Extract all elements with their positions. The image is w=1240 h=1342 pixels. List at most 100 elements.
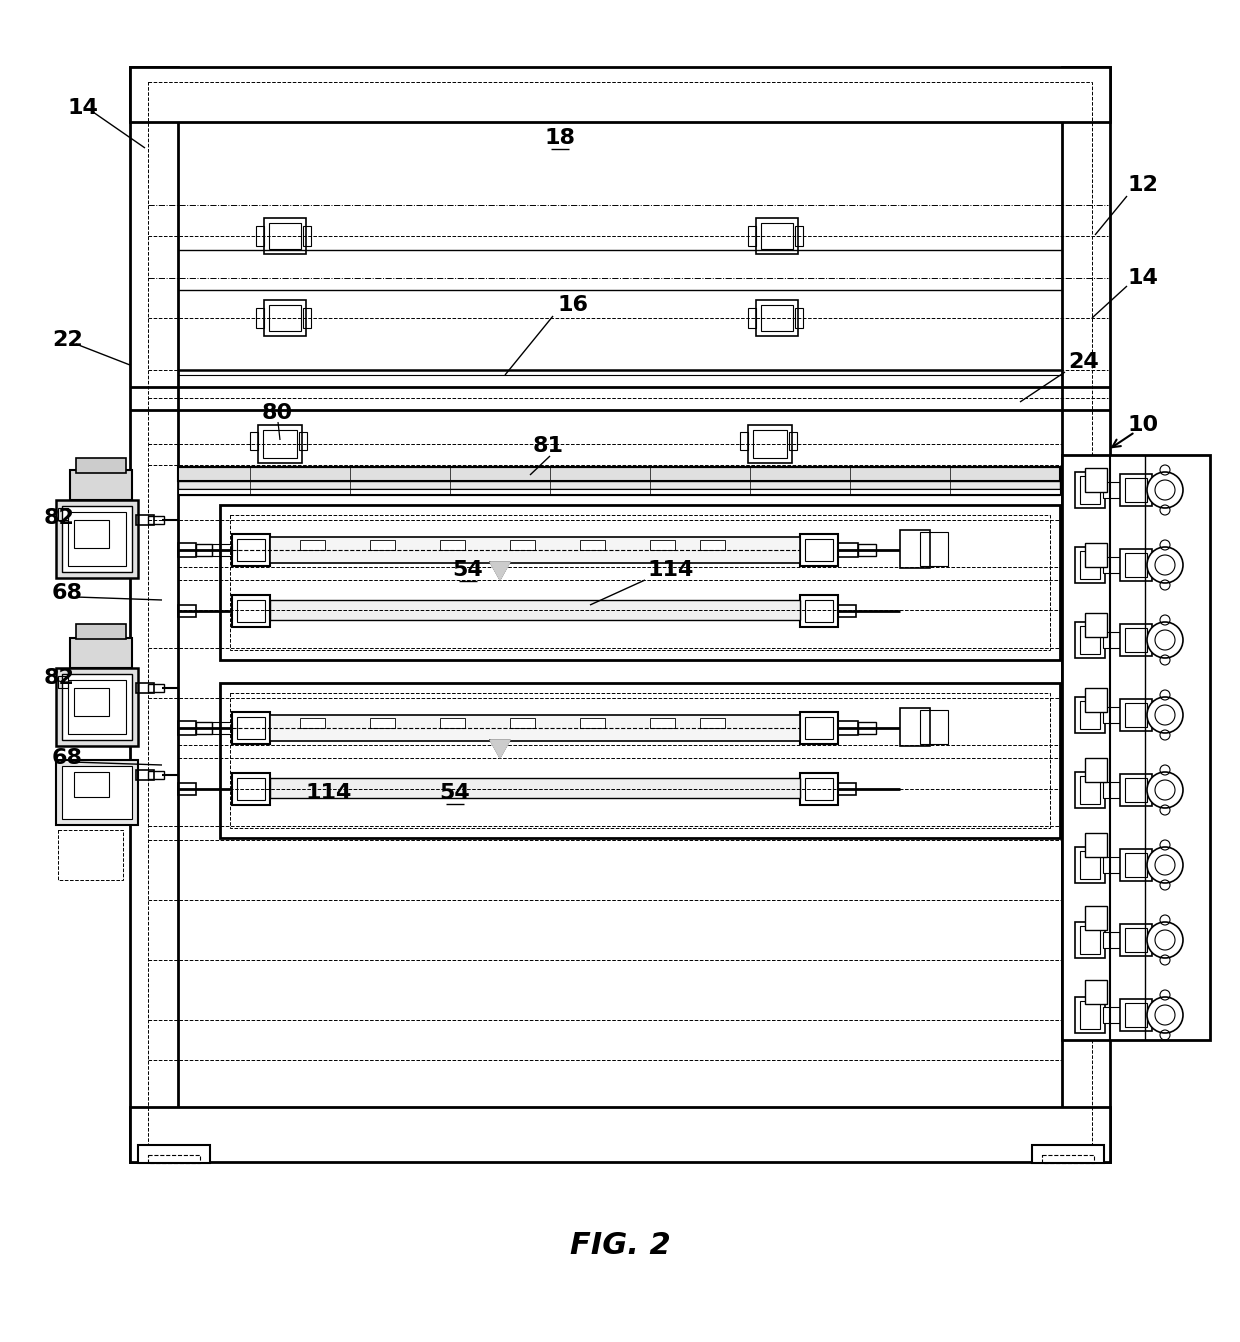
Text: 81: 81 (532, 436, 563, 456)
Bar (74, 772, 109, 797)
Bar (858, 722, 875, 734)
Bar (761, 305, 794, 331)
Circle shape (1147, 772, 1183, 808)
Bar (650, 539, 675, 550)
Bar (196, 544, 212, 556)
Bar (264, 301, 306, 336)
Bar (148, 772, 164, 778)
Polygon shape (490, 739, 510, 758)
Bar (1120, 474, 1152, 506)
Bar (303, 225, 311, 246)
Bar (748, 425, 792, 463)
Text: 10: 10 (1128, 415, 1159, 435)
Text: 12: 12 (1128, 174, 1159, 195)
Bar (131, 67, 1107, 1162)
Bar (269, 223, 301, 250)
Bar (1085, 833, 1107, 858)
Bar (1042, 1155, 1094, 1164)
Text: 68: 68 (52, 747, 83, 768)
Bar (1104, 1006, 1121, 1023)
Bar (920, 710, 949, 743)
Bar (56, 501, 138, 578)
Bar (1075, 997, 1105, 1033)
Bar (756, 217, 799, 254)
Bar (510, 539, 534, 550)
Bar (76, 458, 126, 472)
Bar (1080, 552, 1100, 578)
Bar (130, 67, 179, 1162)
Bar (237, 600, 265, 621)
Circle shape (1147, 548, 1183, 582)
Text: 22: 22 (52, 330, 83, 350)
Bar (232, 595, 270, 627)
Bar (789, 432, 797, 450)
Bar (270, 778, 800, 798)
Bar (136, 683, 154, 692)
Bar (701, 539, 725, 550)
Bar (756, 301, 799, 336)
Bar (56, 668, 138, 746)
Text: 14: 14 (1128, 268, 1159, 289)
Text: 114: 114 (649, 560, 694, 580)
Bar (701, 718, 725, 727)
Bar (148, 517, 164, 523)
Bar (250, 432, 258, 450)
Bar (1085, 544, 1107, 568)
Bar (68, 513, 126, 566)
Bar (1125, 478, 1147, 502)
Circle shape (1147, 922, 1183, 958)
Bar (179, 721, 196, 735)
Text: 14: 14 (68, 98, 99, 118)
Bar (1125, 628, 1147, 652)
Text: FIG. 2: FIG. 2 (569, 1231, 671, 1260)
Bar (838, 544, 858, 557)
Bar (920, 531, 949, 566)
Bar (212, 722, 232, 734)
Bar (179, 467, 1060, 480)
Bar (900, 530, 930, 568)
Bar (68, 680, 126, 734)
Bar (1080, 926, 1100, 954)
Bar (1120, 549, 1152, 581)
Bar (237, 778, 265, 800)
Bar (62, 506, 131, 572)
Bar (510, 718, 534, 727)
Bar (440, 718, 465, 727)
Bar (748, 309, 756, 327)
Bar (800, 595, 838, 627)
Bar (858, 544, 875, 556)
Bar (753, 429, 787, 458)
Bar (229, 692, 1050, 828)
Bar (1075, 847, 1105, 883)
Bar (69, 470, 131, 501)
Bar (232, 713, 270, 743)
Bar (1125, 1002, 1147, 1027)
Bar (74, 519, 109, 548)
Bar (1085, 758, 1107, 782)
Text: 24: 24 (1068, 352, 1099, 372)
Bar (258, 425, 303, 463)
Bar (1104, 707, 1121, 723)
Bar (179, 544, 196, 557)
Bar (270, 715, 800, 741)
Text: 82: 82 (43, 668, 74, 688)
Bar (1080, 476, 1100, 505)
Bar (76, 624, 126, 639)
Bar (255, 225, 264, 246)
Bar (1120, 624, 1152, 656)
Bar (300, 539, 325, 550)
Bar (69, 637, 131, 668)
Text: 54: 54 (440, 782, 470, 803)
Bar (1120, 998, 1152, 1031)
Bar (237, 539, 265, 561)
Bar (179, 605, 196, 617)
Text: 68: 68 (52, 582, 83, 603)
Text: 82: 82 (43, 509, 74, 527)
Bar (1125, 929, 1147, 951)
Bar (370, 539, 396, 550)
Bar (1104, 632, 1121, 648)
Bar (1120, 699, 1152, 731)
Bar (1104, 782, 1121, 798)
Bar (58, 829, 123, 880)
Bar (58, 509, 68, 519)
